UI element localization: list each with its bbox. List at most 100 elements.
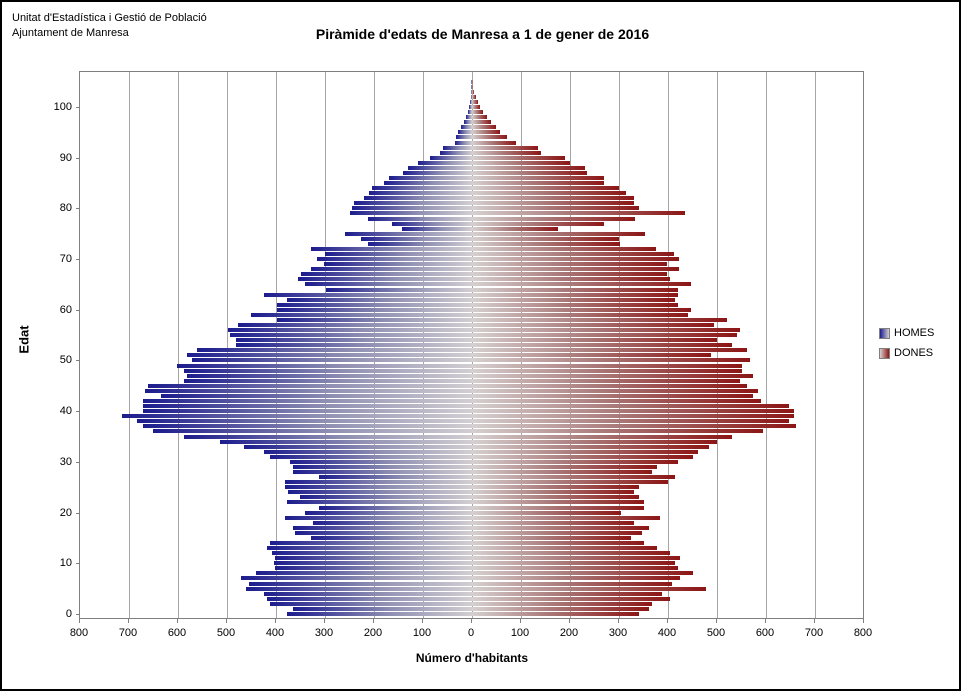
- pyramid-bar-homes-age-93: [455, 140, 472, 145]
- pyramid-bar-homes-age-100: [469, 105, 472, 109]
- pyramid-bar-homes-age-76: [402, 226, 472, 231]
- pyramid-bar-homes-age-38: [137, 419, 472, 424]
- pyramid-bar-homes-age-99: [468, 110, 472, 115]
- x-tick-mark: [520, 619, 521, 623]
- pyramid-bar-dones-age-32: [472, 449, 698, 454]
- source-header: Unitat d'Estadística i Gestió de Poblaci…: [12, 11, 207, 41]
- pyramid-bar-homes-age-57: [238, 323, 472, 327]
- pyramid-bar-homes-age-54: [236, 338, 472, 343]
- pyramid-bar-homes-age-65: [305, 282, 472, 287]
- pyramid-bar-homes-age-62: [287, 297, 472, 302]
- pyramid-bar-homes-age-14: [270, 540, 472, 545]
- pyramid-bar-homes-age-28: [293, 470, 472, 474]
- pyramid-bar-homes-age-33: [244, 444, 472, 449]
- y-tick-mark: [76, 411, 80, 412]
- x-tick-label: 0: [467, 627, 475, 639]
- y-tick-mark: [76, 563, 80, 564]
- pyramid-bar-dones-age-46: [472, 378, 740, 383]
- pyramid-bar-dones-age-66: [472, 277, 670, 282]
- gridline: [227, 72, 228, 618]
- pyramid-bar-dones-age-56: [472, 328, 740, 332]
- pyramid-bar-dones-age-80: [472, 206, 639, 211]
- pyramid-bar-dones-age-79: [472, 211, 685, 216]
- pyramid-bar-dones-age-18: [472, 520, 634, 525]
- pyramid-bar-dones-age-6: [472, 581, 672, 586]
- pyramid-bar-homes-age-35: [184, 434, 472, 439]
- pyramid-bar-homes-age-66: [298, 277, 472, 282]
- pyramid-bar-dones-age-96: [472, 125, 496, 130]
- y-tick-mark: [76, 158, 80, 159]
- pyramid-bar-homes-age-95: [458, 130, 472, 135]
- legend-label-dones: DONES: [894, 347, 934, 359]
- pyramid-bar-homes-age-88: [408, 165, 472, 170]
- pyramid-bar-dones-age-102: [472, 94, 476, 99]
- pyramid-bar-dones-age-29: [472, 464, 657, 469]
- pyramid-bar-homes-age-89: [418, 160, 472, 165]
- x-tick-label: 800: [853, 627, 873, 639]
- pyramid-bar-dones-age-5: [472, 586, 706, 591]
- pyramid-bar-dones-age-3: [472, 596, 670, 601]
- x-tick-mark: [422, 619, 423, 623]
- y-tick-mark: [76, 208, 80, 209]
- pyramid-bar-homes-age-59: [251, 312, 472, 317]
- pyramid-bar-homes-age-52: [197, 348, 472, 353]
- pyramid-bar-homes-age-16: [295, 530, 472, 535]
- pyramid-bar-dones-age-78: [472, 216, 635, 221]
- pyramid-bar-dones-age-86: [472, 176, 604, 180]
- pyramid-bar-dones-age-76: [472, 226, 558, 231]
- pyramid-bar-dones-age-35: [472, 434, 732, 439]
- legend-item-dones: DONES: [879, 347, 934, 359]
- y-tick-mark: [76, 259, 80, 260]
- pyramid-bar-homes-age-17: [293, 525, 472, 530]
- homes-swatch-icon: [879, 327, 890, 339]
- pyramid-bar-homes-age-3: [267, 596, 472, 601]
- y-tick-mark: [76, 614, 80, 615]
- pyramid-bar-homes-age-55: [230, 333, 472, 338]
- y-tick-label: 30: [59, 456, 72, 468]
- pyramid-bar-dones-age-98: [472, 115, 487, 120]
- pyramid-bar-homes-age-7: [241, 576, 472, 581]
- pyramid-bar-homes-age-6: [249, 581, 472, 586]
- x-tick-mark: [373, 619, 374, 623]
- y-tick-label: 80: [59, 202, 72, 214]
- pyramid-bar-dones-age-21: [472, 505, 644, 510]
- pyramid-bar-homes-age-78: [368, 216, 472, 221]
- pyramid-bar-dones-age-52: [472, 348, 747, 353]
- plot-area: [79, 71, 864, 619]
- pyramid-bar-dones-age-54: [472, 338, 717, 343]
- x-tick-label: 500: [706, 627, 726, 639]
- pyramid-bar-dones-age-45: [472, 383, 747, 388]
- y-tick-label: 40: [59, 405, 72, 417]
- pyramid-bar-dones-age-75: [472, 231, 645, 236]
- y-tick-mark: [76, 107, 80, 108]
- pyramid-bar-homes-age-23: [300, 495, 472, 500]
- y-tick-label: 20: [59, 507, 72, 519]
- x-tick-label: 500: [216, 627, 236, 639]
- x-tick-label: 700: [118, 627, 138, 639]
- pyramid-bar-dones-age-19: [472, 515, 660, 520]
- pyramid-bar-dones-age-64: [472, 287, 678, 292]
- pyramid-bar-homes-age-71: [325, 252, 472, 256]
- x-tick-label: 100: [510, 627, 530, 639]
- pyramid-bar-homes-age-85: [384, 181, 472, 185]
- pyramid-bar-dones-age-92: [472, 145, 538, 150]
- pyramid-bar-dones-age-101: [472, 99, 478, 104]
- y-axis-title: Edat: [16, 325, 32, 354]
- gridline: [815, 72, 816, 618]
- pyramid-bar-homes-age-44: [145, 388, 472, 393]
- pyramid-bar-homes-age-53: [236, 343, 472, 348]
- pyramid-bar-homes-age-19: [285, 515, 472, 520]
- pyramid-bar-homes-age-58: [277, 317, 472, 322]
- pyramid-bar-dones-age-73: [472, 241, 620, 246]
- pyramid-bar-homes-age-22: [287, 500, 472, 505]
- pyramid-bar-homes-age-31: [270, 454, 472, 459]
- pyramid-bar-dones-age-60: [472, 307, 691, 312]
- pyramid-bar-homes-age-82: [364, 196, 472, 201]
- pyramid-bar-homes-age-15: [311, 535, 472, 540]
- pyramid-bar-dones-age-57: [472, 323, 714, 327]
- pyramid-bar-homes-age-2: [270, 601, 472, 606]
- x-tick-label: 400: [265, 627, 285, 639]
- pyramid-bar-homes-age-30: [290, 459, 472, 464]
- pyramid-bar-dones-age-93: [472, 140, 516, 145]
- x-tick-label: 300: [608, 627, 628, 639]
